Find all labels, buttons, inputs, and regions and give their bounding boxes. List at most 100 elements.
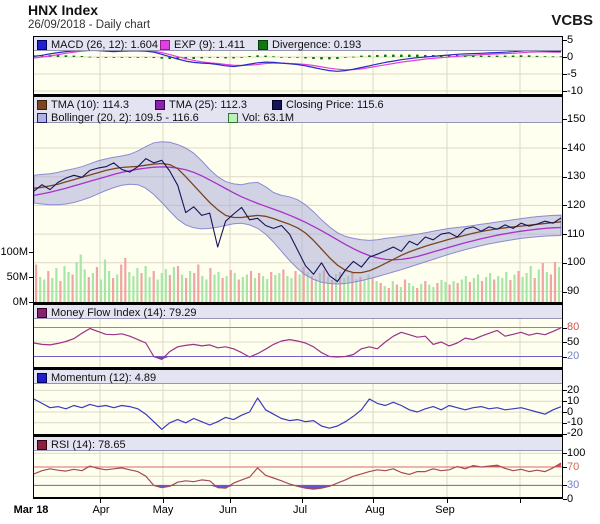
- brand-logo: VCBS: [551, 12, 593, 29]
- y-axis-tick: [563, 467, 567, 468]
- y-axis-tick: [563, 401, 567, 403]
- legend-item: Closing Price: 115.6: [272, 98, 384, 111]
- main-chart: [33, 123, 563, 302]
- y-axis-tick: [563, 291, 567, 293]
- main-legend: TMA (10): 114.3 TMA (25): 112.3 Closing Pr…: [33, 97, 563, 124]
- y-axis-label: 20: [567, 350, 580, 362]
- rsi-legend: RSI (14): 78.65: [33, 437, 563, 451]
- y-axis-label: -20: [567, 427, 583, 440]
- y-axis-label: 80: [567, 321, 580, 333]
- legend-label: TMA (25): 112.3: [169, 98, 248, 111]
- y-axis-label: 70: [567, 460, 580, 473]
- x-axis-tick: [302, 499, 303, 503]
- legend-swatch-icon: [37, 372, 47, 383]
- panel-separator: [33, 302, 563, 305]
- chart-subtitle: 26/09/2018 - Daily chart: [28, 19, 151, 31]
- legend-swatch-icon: [258, 39, 268, 50]
- legend-swatch-icon: [37, 112, 47, 123]
- y-axis-label: -10: [567, 416, 583, 429]
- legend-swatch-icon: [37, 99, 47, 110]
- momentum-legend: Momentum (12): 4.89: [33, 370, 563, 384]
- legend-item: Vol: 63.1M: [228, 111, 294, 124]
- legend-label: EXP (9): 1.411: [174, 38, 246, 51]
- x-axis-label: Mar 18: [13, 504, 49, 516]
- y-axis-label: 20: [567, 383, 580, 396]
- y-axis-label: 100: [567, 256, 586, 269]
- y-axis-tick: [563, 262, 567, 264]
- legend-label: Vol: 63.1M: [242, 111, 294, 124]
- page-title: HNX Index: [28, 2, 99, 18]
- x-axis-tick: [230, 499, 231, 503]
- y-axis-label: 140: [567, 141, 586, 154]
- main-series-line: [33, 166, 562, 261]
- rsi-chart: [33, 451, 563, 497]
- x-axis-tick: [447, 499, 448, 503]
- momentum-plot: [33, 384, 563, 434]
- legend-label: MACD (26, 12): 1.604: [51, 38, 158, 51]
- main-plot: [33, 123, 563, 302]
- y-axis-tick: [563, 422, 567, 424]
- legend-label: RSI (14): 78.65: [51, 438, 126, 451]
- volume-axis-tick: [29, 302, 33, 303]
- mfi-legend: Money Flow Index (14): 79.29: [33, 305, 563, 319]
- legend-item: Divergence: 0.193: [258, 38, 361, 51]
- x-axis-label: Jul: [292, 504, 308, 516]
- y-axis-label: 0: [567, 405, 574, 418]
- x-axis-label: Jun: [219, 504, 237, 516]
- y-axis-label: 130: [567, 170, 586, 183]
- legend-swatch-icon: [155, 99, 165, 110]
- volume-axis-label: 0M: [12, 295, 28, 308]
- y-axis-tick: [563, 40, 567, 41]
- y-axis-tick: [563, 433, 567, 435]
- y-axis-tick: [563, 412, 567, 413]
- y-axis-label: 120: [567, 198, 586, 211]
- y-axis-label: 110: [567, 227, 585, 240]
- legend-item: MACD (26, 12): 1.604: [37, 38, 158, 51]
- main-series-line: [33, 158, 562, 283]
- momentum-chart: [33, 384, 563, 434]
- y-axis-label: 50: [567, 335, 580, 348]
- y-axis-label: 100: [567, 446, 586, 459]
- y-axis-tick: [563, 57, 567, 58]
- legend-swatch-icon: [37, 307, 47, 318]
- x-axis-label: Aug: [365, 504, 385, 516]
- y-axis-label: -5: [567, 67, 577, 80]
- y-axis-tick: [563, 485, 567, 487]
- y-axis-label: 90: [567, 285, 580, 297]
- y-axis-tick: [563, 176, 567, 178]
- y-axis-label: 5: [567, 33, 574, 46]
- legend-label: Momentum (12): 4.89: [51, 371, 157, 384]
- volume-axis-label: 50M: [6, 270, 28, 283]
- legend-swatch-icon: [160, 39, 170, 50]
- legend-item: Momentum (12): 4.89: [37, 371, 156, 384]
- legend-swatch-icon: [272, 99, 282, 110]
- legend-item: TMA (10): 114.3: [37, 98, 129, 111]
- x-axis-label: Apr: [92, 504, 110, 516]
- macd-series-line: [33, 51, 562, 71]
- legend-item: Bollinger (20, 2): 109.5 - 116.6: [37, 111, 199, 124]
- y-axis-label: 0: [567, 492, 574, 505]
- y-axis-tick: [563, 453, 567, 455]
- y-axis-tick: [563, 234, 567, 236]
- macd-chart: [33, 51, 563, 94]
- y-axis-tick: [563, 74, 567, 75]
- panel-separator: [33, 367, 563, 370]
- y-axis-tick: [563, 91, 567, 92]
- rsi-plot: [33, 451, 563, 497]
- y-axis-tick: [563, 205, 567, 207]
- legend-item: Money Flow Index (14): 79.29: [37, 306, 197, 319]
- y-axis-tick: [563, 119, 567, 121]
- panel-separator: [33, 497, 563, 499]
- panel-separator: [33, 434, 563, 437]
- y-axis-tick: [563, 499, 567, 501]
- panel-separator: [33, 36, 563, 37]
- legend-item: EXP (9): 1.411: [160, 38, 245, 51]
- macd-plot: [33, 51, 563, 94]
- legend-swatch-icon: [37, 39, 47, 50]
- y-axis-tick: [563, 148, 567, 149]
- y-axis-label: 150: [567, 112, 586, 125]
- legend-label: Closing Price: 115.6: [286, 98, 384, 111]
- legend-label: Bollinger (20, 2): 109.5 - 116.6: [51, 111, 199, 124]
- legend-item: RSI (14): 78.65: [37, 438, 126, 451]
